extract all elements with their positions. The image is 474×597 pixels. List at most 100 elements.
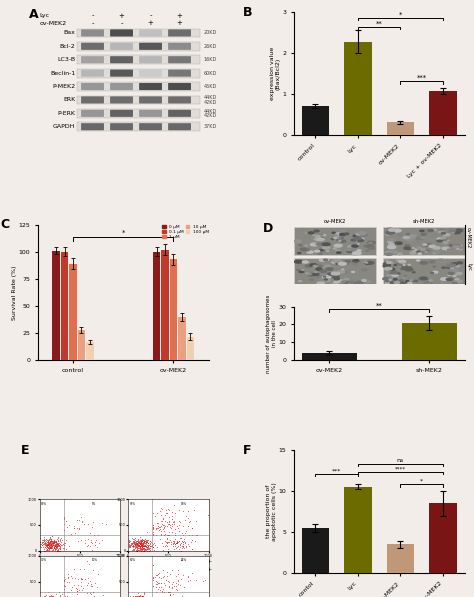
Circle shape: [351, 249, 356, 251]
Bar: [429, 91, 457, 136]
FancyBboxPatch shape: [81, 83, 104, 90]
Text: 20KD: 20KD: [203, 30, 217, 35]
Text: +: +: [177, 13, 182, 19]
Circle shape: [365, 262, 367, 263]
Circle shape: [443, 239, 448, 241]
Circle shape: [383, 263, 391, 265]
Circle shape: [403, 236, 409, 239]
FancyBboxPatch shape: [168, 43, 191, 50]
Bar: [77, 82, 200, 91]
Circle shape: [384, 267, 392, 270]
Bar: [301, 106, 329, 136]
Circle shape: [451, 263, 458, 265]
Circle shape: [406, 247, 414, 250]
Circle shape: [388, 268, 395, 270]
Circle shape: [343, 238, 350, 240]
Circle shape: [388, 239, 394, 241]
Text: 44KD: 44KD: [203, 109, 217, 113]
Circle shape: [322, 243, 330, 245]
Circle shape: [305, 265, 311, 267]
Circle shape: [396, 263, 401, 264]
Circle shape: [304, 261, 307, 262]
Circle shape: [310, 264, 317, 266]
Text: ov-MEK2: ov-MEK2: [40, 20, 67, 26]
Circle shape: [334, 244, 342, 247]
Circle shape: [389, 277, 395, 279]
Circle shape: [406, 281, 412, 283]
Bar: [301, 528, 329, 573]
Circle shape: [300, 248, 306, 250]
Circle shape: [335, 278, 339, 280]
Circle shape: [406, 233, 410, 235]
Text: **: **: [376, 20, 383, 26]
Circle shape: [338, 280, 345, 282]
Circle shape: [326, 273, 331, 275]
Bar: [344, 487, 372, 573]
Circle shape: [324, 279, 331, 282]
Circle shape: [367, 263, 369, 264]
Circle shape: [385, 259, 388, 260]
Circle shape: [383, 278, 389, 280]
Circle shape: [340, 233, 346, 235]
Circle shape: [437, 238, 443, 240]
Circle shape: [359, 235, 364, 236]
Circle shape: [386, 231, 394, 234]
Circle shape: [298, 253, 301, 254]
Y-axis label: Survival Rate (%): Survival Rate (%): [12, 265, 17, 320]
Circle shape: [385, 251, 392, 253]
Circle shape: [369, 242, 373, 244]
Bar: [383, 227, 465, 256]
Circle shape: [432, 229, 436, 230]
Bar: [170, 260, 177, 361]
Circle shape: [308, 273, 315, 276]
Circle shape: [299, 271, 304, 273]
Text: +: +: [118, 13, 125, 19]
Circle shape: [323, 259, 328, 261]
Text: P-MEK2: P-MEK2: [52, 84, 75, 89]
Circle shape: [403, 266, 411, 269]
Text: *: *: [121, 230, 125, 236]
Circle shape: [433, 266, 435, 267]
Circle shape: [353, 263, 357, 265]
Circle shape: [441, 282, 447, 285]
Circle shape: [458, 245, 462, 246]
Circle shape: [347, 251, 352, 253]
Circle shape: [308, 273, 311, 275]
Circle shape: [455, 280, 462, 283]
Circle shape: [337, 239, 342, 241]
Circle shape: [389, 244, 394, 245]
Circle shape: [337, 233, 343, 235]
Circle shape: [438, 231, 444, 233]
Circle shape: [297, 269, 299, 270]
Circle shape: [419, 278, 426, 280]
Circle shape: [331, 272, 340, 275]
FancyBboxPatch shape: [139, 96, 162, 103]
Circle shape: [389, 279, 392, 280]
Circle shape: [385, 253, 392, 256]
Text: Lyc: Lyc: [48, 559, 57, 564]
Circle shape: [424, 250, 430, 252]
Circle shape: [394, 279, 400, 281]
Circle shape: [447, 249, 451, 251]
Circle shape: [307, 266, 310, 267]
Circle shape: [310, 279, 314, 281]
Circle shape: [323, 276, 326, 277]
Circle shape: [357, 232, 366, 235]
Circle shape: [367, 281, 371, 282]
Circle shape: [345, 260, 351, 263]
Circle shape: [442, 233, 445, 234]
Circle shape: [307, 251, 313, 253]
Text: +: +: [206, 559, 211, 564]
Text: ov-MEK2: ov-MEK2: [324, 219, 346, 224]
FancyBboxPatch shape: [110, 123, 133, 130]
Circle shape: [404, 247, 410, 249]
Circle shape: [318, 253, 322, 254]
Text: -: -: [91, 20, 94, 26]
Circle shape: [319, 253, 320, 254]
Circle shape: [312, 235, 315, 236]
Circle shape: [328, 242, 333, 244]
Circle shape: [393, 279, 397, 280]
Circle shape: [441, 233, 445, 234]
Circle shape: [417, 260, 420, 261]
FancyBboxPatch shape: [139, 123, 162, 130]
